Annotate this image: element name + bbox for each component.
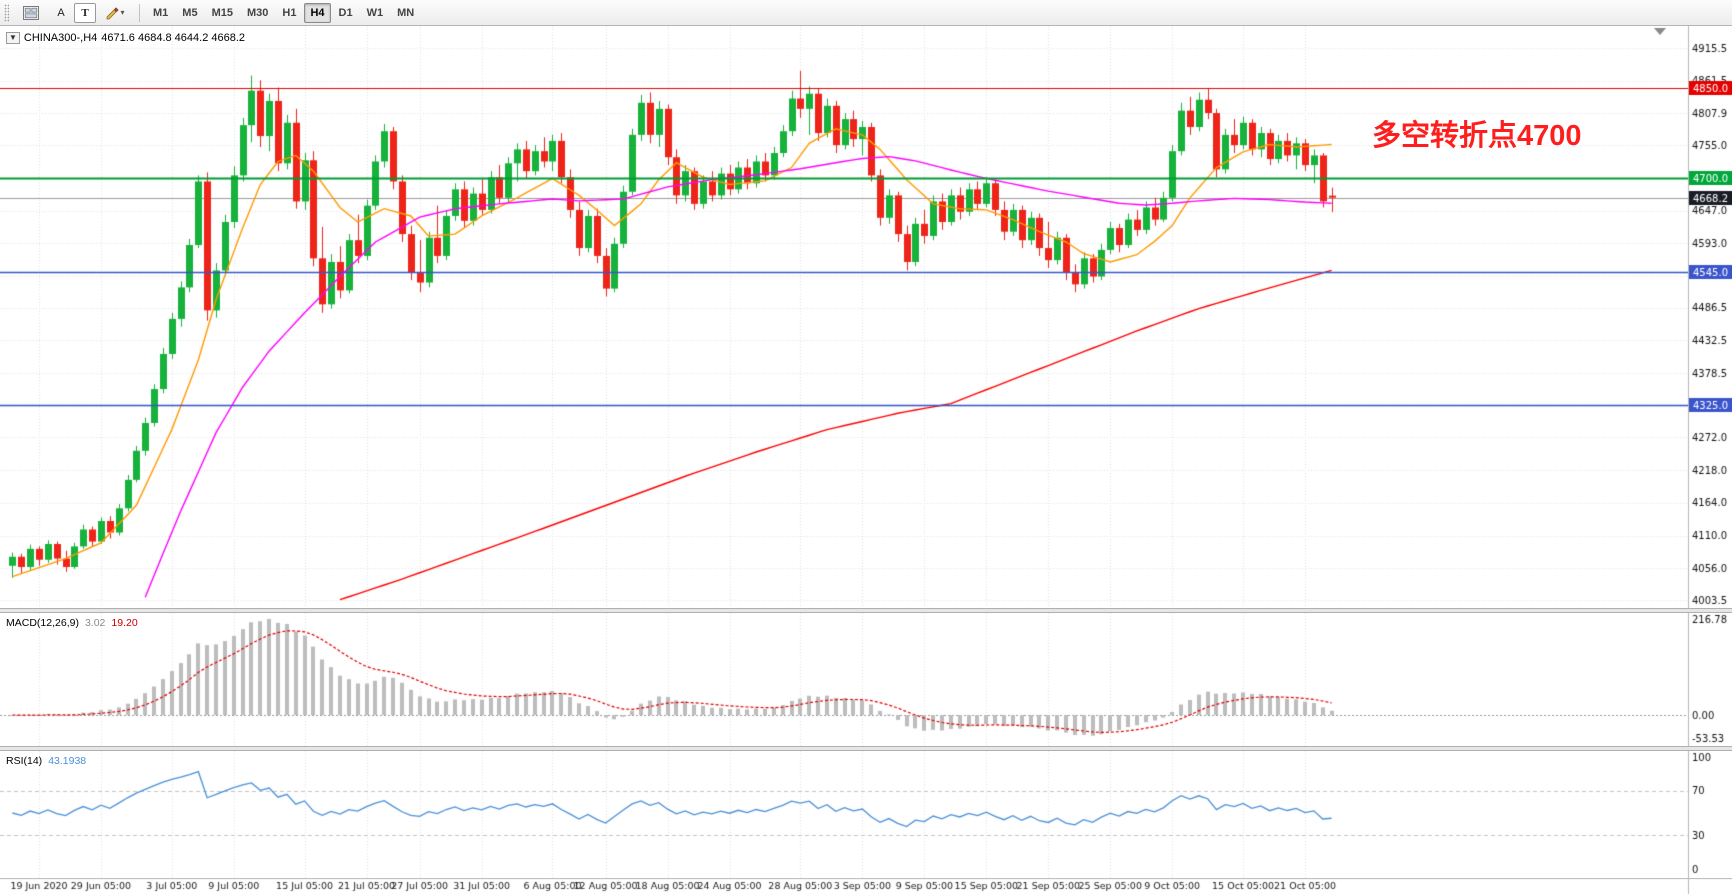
timeframe-d1-button[interactable]: D1 xyxy=(333,3,359,23)
timeframe-group: M1 M5 M15 M30 H1 H4 D1 W1 MN xyxy=(147,2,420,23)
arrow-tool-button[interactable]: A xyxy=(50,3,72,23)
time-axis-canvas[interactable] xyxy=(0,878,1732,894)
rsi-value: 43.1938 xyxy=(48,755,87,767)
rsi-panel: RSI(14) 43.1938 xyxy=(0,751,1732,878)
toolbar-separator xyxy=(139,3,140,22)
rsi-header: RSI(14) 43.1938 xyxy=(6,755,86,767)
timeframe-h1-button[interactable]: H1 xyxy=(276,3,302,23)
pencil-icon xyxy=(107,6,120,19)
panel-divider[interactable] xyxy=(0,608,1732,613)
main-chart-panel: ▼ CHINA300-,H4 4671.6 4684.8 4644.2 4668… xyxy=(0,26,1732,608)
panel-divider[interactable] xyxy=(0,746,1732,751)
chevron-down-icon: ▾ xyxy=(120,8,125,17)
text-tool-button[interactable]: T xyxy=(74,2,96,23)
macd-panel-canvas[interactable] xyxy=(0,613,1732,746)
timeframe-h4-button[interactable]: H4 xyxy=(304,2,331,23)
timeframe-w1-button[interactable]: W1 xyxy=(361,3,390,23)
time-axis xyxy=(0,878,1732,894)
macd-panel: MACD(12,26,9) 3.02 19.20 xyxy=(0,613,1732,746)
chart-header: ▼ CHINA300-,H4 4671.6 4684.8 4644.2 4668… xyxy=(6,32,245,44)
rsi-label: RSI(14) xyxy=(6,755,43,767)
timeframe-m1-button[interactable]: M1 xyxy=(147,3,174,23)
chart-annotation-text: 多空转折点4700 xyxy=(1372,120,1582,152)
toolbar: A T ▾ M1 M5 M15 M30 H1 H4 D1 W1 MN xyxy=(0,0,1732,26)
rsi-panel-canvas[interactable] xyxy=(0,751,1732,878)
macd-signal-value: 19.20 xyxy=(111,617,138,629)
toolbar-drag-handle[interactable] xyxy=(4,3,9,22)
macd-label: MACD(12,26,9) xyxy=(6,617,79,629)
timeframe-m5-button[interactable]: M5 xyxy=(176,3,203,23)
macd-header: MACD(12,26,9) 3.02 19.20 xyxy=(6,617,138,629)
timeframe-m15-button[interactable]: M15 xyxy=(206,3,239,23)
chart-windows-icon xyxy=(23,5,39,20)
main-chart-canvas[interactable] xyxy=(0,26,1732,608)
timeframe-mn-button[interactable]: MN xyxy=(391,3,420,23)
draw-tool-button[interactable]: ▾ xyxy=(98,2,132,24)
timeframe-m30-button[interactable]: M30 xyxy=(241,3,274,23)
chart-windows-button[interactable] xyxy=(14,2,48,24)
symbol-timeframe-label: CHINA300-,H4 xyxy=(23,32,98,44)
macd-main-value: 3.02 xyxy=(84,617,106,629)
symbol-dropdown-icon[interactable]: ▼ xyxy=(6,32,20,44)
ohlc-values: 4671.6 4684.8 4644.2 4668.2 xyxy=(101,32,246,44)
